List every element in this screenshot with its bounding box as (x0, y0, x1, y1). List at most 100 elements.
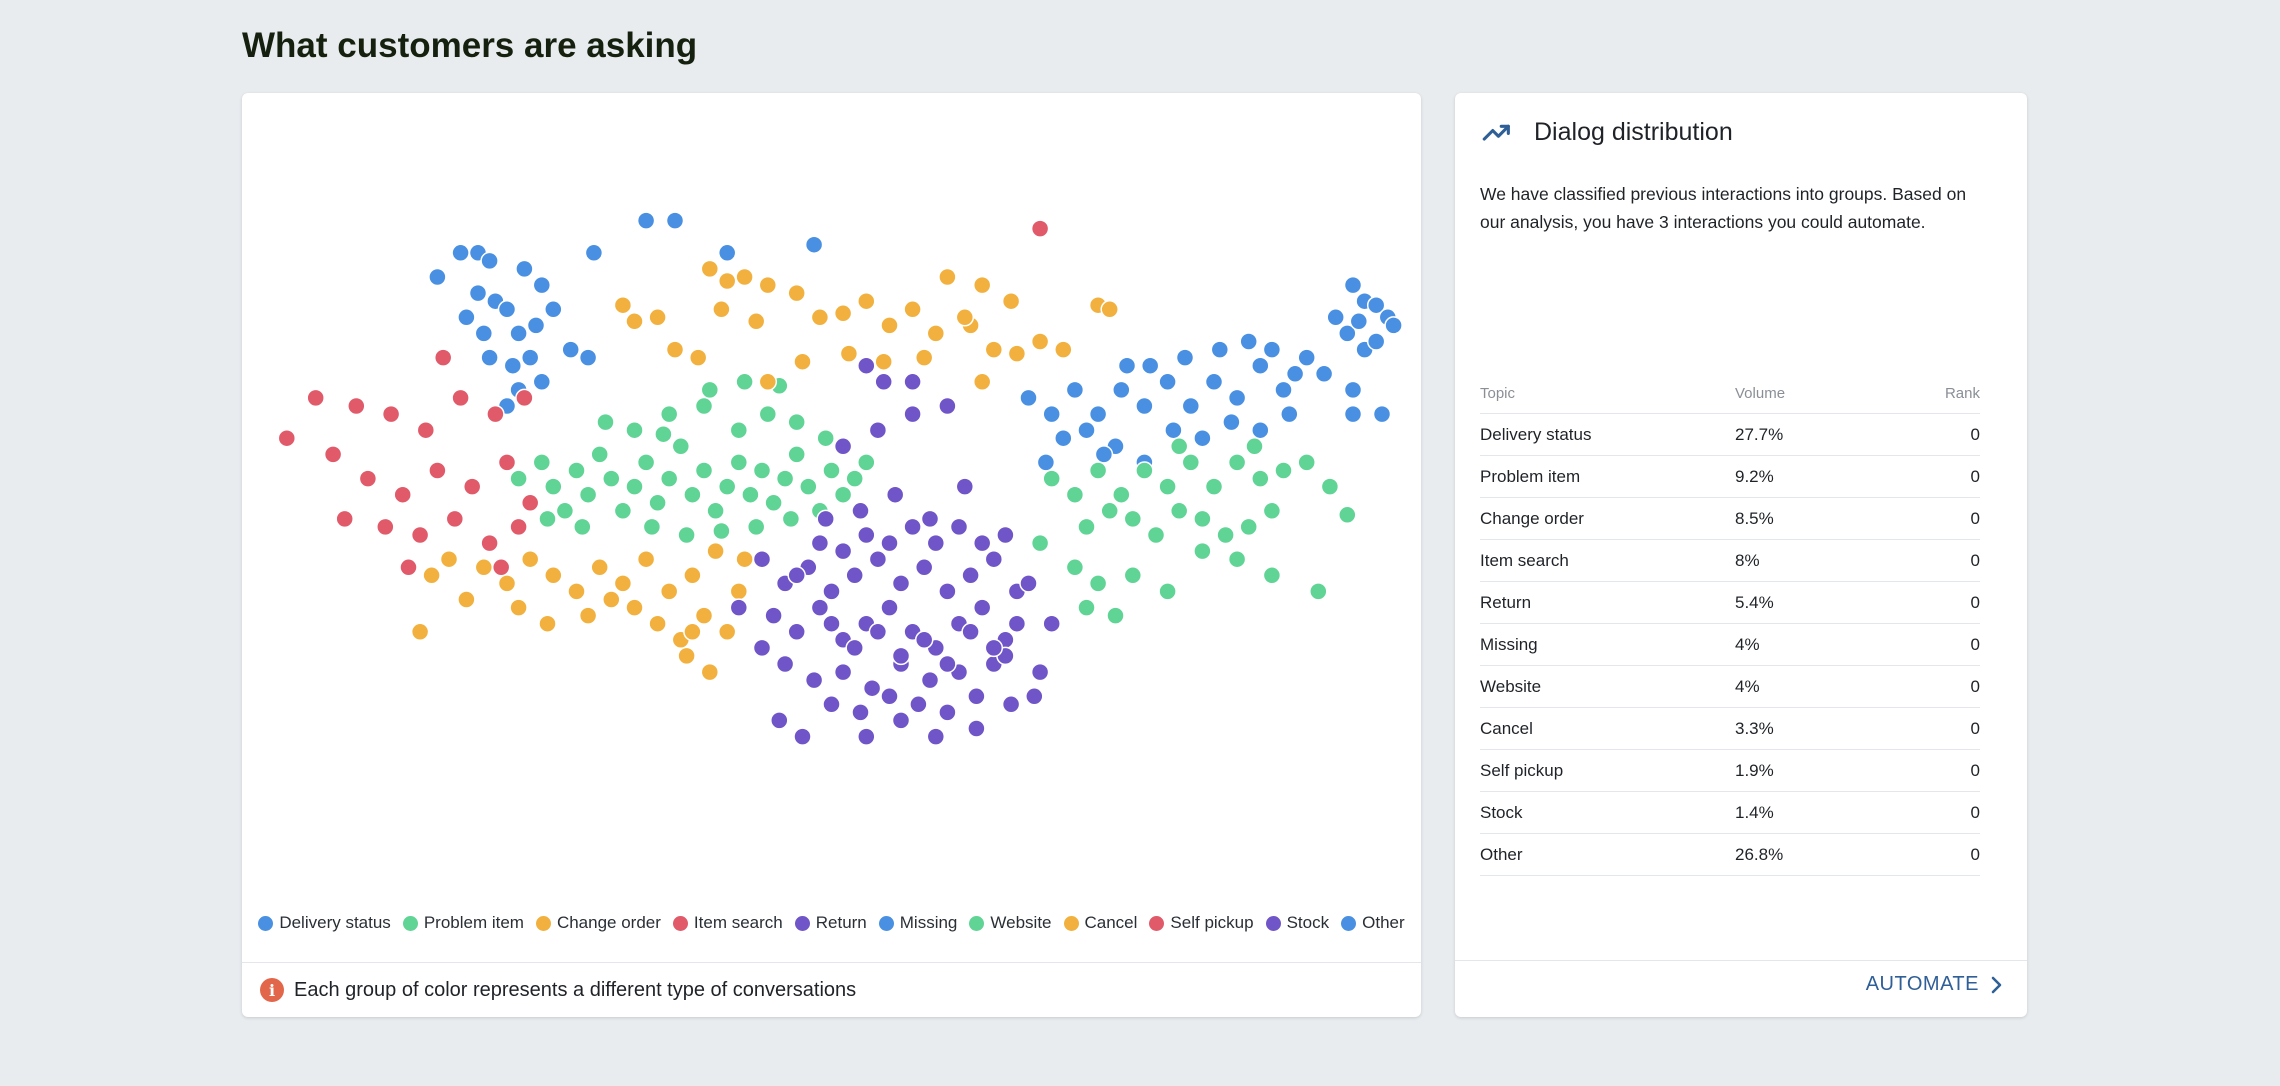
data-point (665, 211, 685, 230)
data-point (746, 312, 766, 331)
cell-rank: 0 (1920, 623, 1980, 666)
data-point (457, 308, 476, 327)
data-point (845, 566, 864, 585)
data-point (1158, 372, 1177, 392)
info-icon: i (260, 978, 284, 1002)
data-point (926, 324, 946, 343)
data-point (602, 590, 621, 609)
data-point (1106, 606, 1125, 625)
data-point (891, 646, 911, 666)
chart-footer-text: Each group of color represents a differe… (294, 978, 857, 1001)
legend-item: Website (969, 912, 1052, 934)
data-point (642, 517, 662, 537)
legend-item: Cancel (1063, 912, 1138, 934)
data-point (885, 485, 905, 504)
data-point (474, 324, 494, 343)
data-point (1181, 453, 1201, 472)
data-point (1054, 428, 1073, 448)
data-point (758, 275, 778, 295)
data-point (1140, 356, 1160, 375)
cell-volume: 8.5% (1735, 497, 1920, 540)
data-point (729, 582, 749, 601)
data-point (787, 283, 806, 303)
dialog-distribution-card: Dialog distribution We have classified p… (1455, 93, 2027, 1017)
data-point (468, 283, 488, 303)
data-point (509, 469, 528, 488)
legend-swatch (1149, 915, 1165, 931)
data-point (938, 703, 957, 722)
data-point (717, 271, 737, 291)
data-point (810, 533, 830, 553)
cell-volume: 4% (1735, 623, 1920, 666)
chevron-right-icon (1991, 976, 2002, 993)
data-point (706, 501, 725, 521)
data-point (497, 300, 517, 319)
data-point (578, 485, 598, 504)
data-point (926, 533, 946, 553)
data-point (659, 469, 679, 488)
data-point (1314, 364, 1334, 384)
cell-rank: 0 (1920, 833, 1980, 876)
cell-rank: 0 (1920, 665, 1980, 708)
data-point (596, 412, 615, 432)
cell-topic: Change order (1480, 497, 1735, 540)
data-point (909, 695, 928, 714)
data-point (532, 372, 552, 392)
data-point (770, 711, 789, 730)
data-point (636, 453, 656, 472)
data-point (451, 388, 470, 408)
series-delivery-status (428, 211, 824, 416)
data-point (457, 590, 476, 609)
legend-label: Cancel (1084, 913, 1138, 932)
data-point (880, 598, 899, 617)
data-point (1030, 219, 1050, 238)
data-point (787, 622, 806, 642)
series-missing (1019, 308, 1374, 472)
legend-item: Problem item (402, 912, 524, 934)
data-point (509, 517, 528, 537)
data-point (1193, 509, 1212, 529)
data-point (532, 453, 552, 472)
data-point (683, 566, 702, 585)
data-point (567, 582, 586, 601)
cell-rank: 0 (1920, 749, 1980, 792)
data-point (1204, 477, 1224, 496)
data-point (480, 251, 499, 271)
distribution-header: Dialog distribution (1480, 115, 1733, 149)
data-point (683, 485, 702, 504)
data-point (480, 348, 499, 367)
legend-item: Change order (535, 912, 661, 934)
data-point (741, 485, 760, 504)
legend-swatch (1063, 915, 1079, 931)
data-point (949, 517, 969, 537)
data-point (451, 243, 470, 263)
table-row: Self pickup 1.9% 0 (1480, 749, 1980, 792)
data-point (422, 566, 441, 585)
data-point (1204, 372, 1224, 392)
data-point (920, 509, 940, 529)
data-point (1158, 477, 1177, 496)
data-point (1216, 525, 1235, 545)
data-point (1019, 574, 1038, 593)
data-point (1227, 453, 1247, 472)
data-point (752, 549, 772, 569)
data-point (787, 445, 806, 464)
data-point (804, 670, 824, 690)
data-point (857, 356, 876, 375)
data-point (1262, 501, 1282, 521)
data-point (1274, 461, 1293, 480)
data-point (1088, 461, 1108, 480)
data-point (868, 549, 888, 569)
data-point (1309, 582, 1328, 601)
legend-item: Return (794, 912, 867, 934)
data-point (526, 316, 546, 335)
data-point (1338, 505, 1357, 525)
table-row: Other 26.8% 0 (1480, 833, 1980, 876)
automate-button[interactable]: AUTOMATE (1866, 973, 2003, 996)
data-point (602, 469, 621, 488)
data-point (1030, 662, 1050, 682)
data-point (880, 316, 899, 335)
data-point (793, 727, 812, 746)
data-point (503, 356, 523, 375)
cell-rank: 0 (1920, 497, 1980, 540)
